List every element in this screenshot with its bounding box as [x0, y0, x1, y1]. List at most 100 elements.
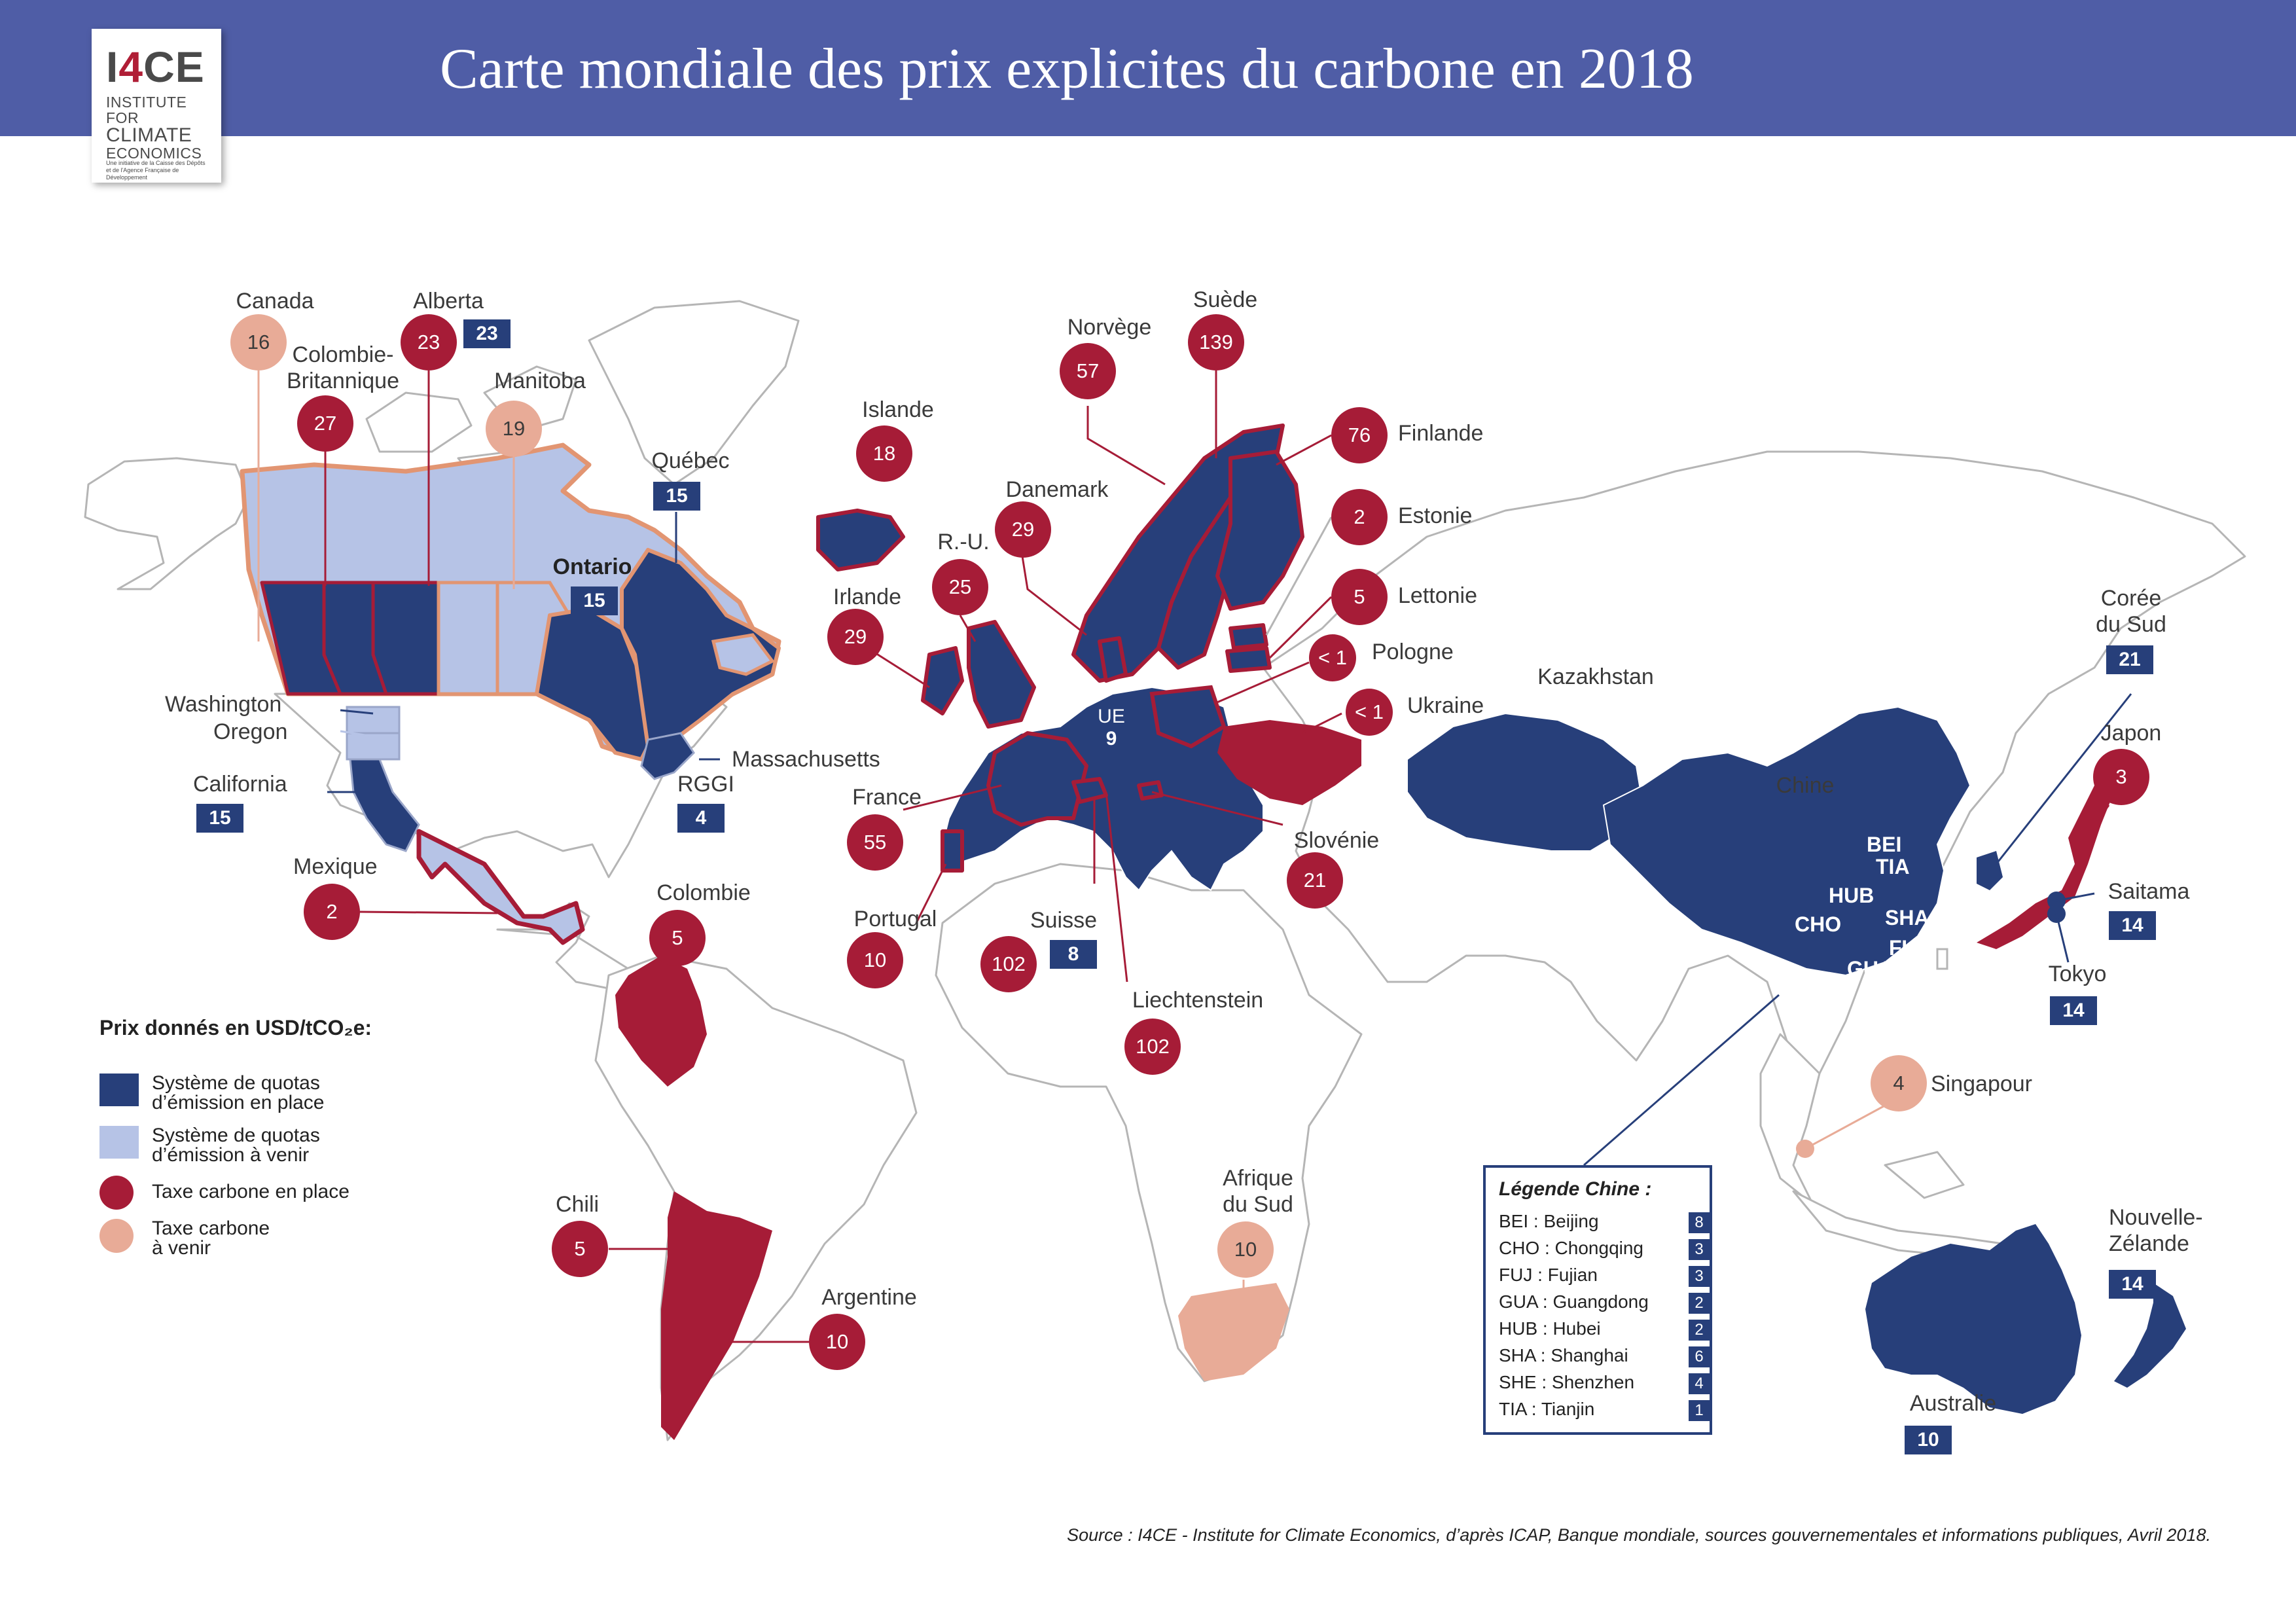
argentine-tax: 10 — [809, 1314, 865, 1370]
label-washington: Washington — [165, 692, 282, 717]
leader-liechtenstein — [1105, 791, 1128, 983]
irlande-tax: 29 — [827, 609, 884, 665]
china-code-fuj: FUJ — [1889, 936, 1929, 960]
slovenie-tax: 21 — [1287, 852, 1343, 909]
finlande-tax: 76 — [1331, 407, 1388, 463]
label-tokyo: Tokyo — [2048, 962, 2107, 986]
label-bc: Colombie- Britannique — [286, 342, 400, 393]
quebec-ets: 15 — [653, 482, 700, 511]
nz-ets: 14 — [2109, 1270, 2156, 1299]
france-shape — [986, 731, 1088, 827]
china-code-tia: TIA — [1876, 855, 1910, 878]
eu-ets: UE 9 — [1092, 706, 1131, 750]
poland-shape — [1149, 685, 1227, 749]
leader-mexique — [359, 911, 498, 914]
chile-argentina-shape — [661, 1191, 772, 1440]
leader-portugal — [915, 863, 947, 924]
singapour-tax-upcoming: 4 — [1871, 1055, 1927, 1111]
china-legend-title: Légende Chine : — [1499, 1178, 1652, 1200]
mexique-tax: 2 — [304, 884, 360, 940]
china-legend-row: GUA : Guangdong 2 — [1499, 1291, 1710, 1314]
label-france: France — [852, 785, 922, 810]
label-pologne: Pologne — [1372, 640, 1454, 664]
ru-tax: 25 — [932, 559, 988, 615]
china-code-she: SHE — [1872, 991, 1915, 1015]
label-danemark: Danemark — [1005, 477, 1109, 502]
ukraine-tax: < 1 — [1346, 689, 1393, 736]
logo-name: INSTITUTE FOR CLIMATE ECONOMICS — [106, 94, 202, 162]
tax-pin-icon — [99, 1176, 134, 1210]
label-alberta: Alberta — [413, 289, 484, 314]
estonie-tax: 2 — [1331, 489, 1388, 545]
france-tax: 55 — [847, 814, 903, 871]
leader-china-legend — [1583, 994, 1780, 1166]
label-mexique: Mexique — [293, 854, 378, 879]
portugal-shape — [941, 829, 964, 873]
label-ontario: Ontario — [552, 554, 632, 579]
china-code-hub: HUB — [1829, 884, 1874, 907]
logo-subtitle: Une initiative de la Caisse des Dépôts e… — [106, 160, 206, 181]
bc-tax: 27 — [297, 395, 353, 452]
label-afrique-sud: Afrique du Sud — [1223, 1166, 1293, 1217]
label-canada: Canada — [236, 289, 314, 314]
label-chili: Chili — [555, 1192, 600, 1217]
south-africa-shape — [1178, 1283, 1289, 1381]
pologne-tax: < 1 — [1309, 634, 1356, 681]
denmark-shape — [1098, 636, 1128, 683]
uk-shape — [967, 620, 1036, 729]
leader-washington — [340, 709, 374, 715]
label-california: California — [193, 772, 287, 797]
label-chine: Chine — [1776, 773, 1835, 798]
label-rggi: RGGI — [677, 772, 734, 797]
leader-lettonie — [1268, 596, 1333, 659]
alberta-ets: 23 — [463, 319, 511, 348]
finland-shape — [1215, 450, 1304, 611]
legend-swatch-ets — [99, 1074, 139, 1106]
nova-scotia-shape — [711, 633, 775, 676]
ukraine-shape — [1217, 720, 1361, 805]
china-shape — [1602, 706, 1971, 977]
afrique-sud-tax-upcoming: 10 — [1217, 1221, 1274, 1278]
leader-norvege — [1086, 406, 1166, 486]
coree-ets: 21 — [2106, 645, 2153, 674]
label-quebec: Québec — [651, 448, 730, 473]
logo-mark: I4CE — [106, 43, 205, 91]
colombia-shape — [615, 956, 707, 1087]
greenland-shape — [588, 300, 800, 486]
alaska-shape — [84, 457, 250, 590]
new-zealand-shape — [2114, 1283, 2186, 1388]
manitoba-tax-upcoming: 19 — [486, 401, 542, 457]
rggi-shape — [640, 732, 695, 780]
lettonie-tax: 5 — [1331, 569, 1388, 625]
colombie-tax: 5 — [649, 910, 706, 966]
leader-estonie — [1265, 516, 1333, 636]
label-saitama: Saitama — [2108, 879, 2190, 904]
japan-shape — [1977, 785, 2114, 949]
portugal-tax: 10 — [847, 932, 903, 988]
label-nz: Nouvelle- Zélande — [2109, 1205, 2203, 1256]
leader-pologne — [1213, 661, 1310, 705]
leader-singapour — [1804, 1105, 1884, 1150]
south-korea-shape — [1977, 851, 2003, 890]
australia-shape — [1865, 1224, 2081, 1414]
estonia-shape — [1229, 623, 1268, 650]
label-kazakhstan: Kazakhstan — [1537, 664, 1654, 689]
leader-france — [903, 784, 1002, 811]
label-suisse: Suisse — [1030, 908, 1098, 933]
china-code-gua: GUA — [1847, 957, 1894, 981]
label-ru: R.-U. — [937, 530, 990, 554]
label-japon: Japon — [2100, 721, 2162, 746]
mexico-shape — [416, 829, 585, 945]
norvege-tax: 57 — [1060, 343, 1116, 399]
page-title: Carte mondiale des prix explicites du ca… — [440, 37, 1694, 101]
label-australie: Australie — [1909, 1391, 1997, 1416]
label-massachusetts: Massachusetts — [732, 747, 880, 772]
iceland-shape — [816, 509, 905, 571]
title-banner: Carte mondiale des prix explicites du ca… — [0, 0, 2296, 136]
source-note: Source : I4CE - Institute for Climate Ec… — [1067, 1525, 2211, 1545]
alberta-province-shape — [371, 581, 440, 696]
eu-value: 9 — [1105, 728, 1117, 749]
label-suede: Suède — [1193, 287, 1258, 312]
